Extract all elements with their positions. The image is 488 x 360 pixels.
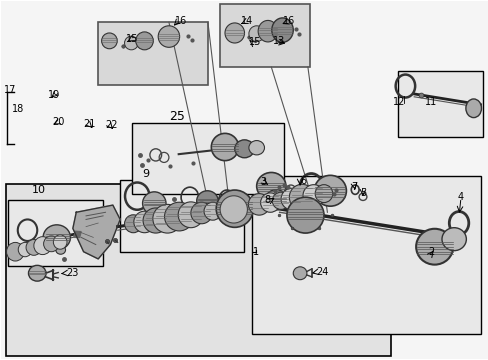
Text: 24: 24 — [316, 267, 328, 277]
Ellipse shape — [272, 192, 289, 210]
Ellipse shape — [143, 208, 168, 233]
Ellipse shape — [216, 190, 253, 227]
Text: 20: 20 — [52, 117, 64, 127]
Ellipse shape — [153, 204, 182, 233]
Ellipse shape — [124, 36, 138, 50]
Text: 6: 6 — [300, 176, 306, 186]
Ellipse shape — [26, 239, 41, 255]
Text: 23: 23 — [66, 268, 79, 278]
Ellipse shape — [258, 21, 277, 42]
Polygon shape — [73, 205, 120, 259]
Ellipse shape — [260, 193, 280, 212]
Text: 10: 10 — [32, 185, 46, 195]
Ellipse shape — [211, 134, 238, 161]
Text: 16: 16 — [175, 17, 187, 27]
Ellipse shape — [28, 265, 46, 281]
Ellipse shape — [43, 225, 70, 250]
Ellipse shape — [124, 215, 142, 233]
Ellipse shape — [164, 202, 193, 231]
Ellipse shape — [248, 194, 269, 215]
Text: 5: 5 — [359, 188, 366, 198]
Text: 15: 15 — [248, 37, 261, 47]
Text: 15: 15 — [126, 35, 138, 44]
Bar — [132, 123, 283, 194]
Bar — [220, 4, 310, 67]
Ellipse shape — [53, 235, 67, 249]
Ellipse shape — [196, 191, 218, 211]
Bar — [120, 180, 244, 252]
Ellipse shape — [34, 237, 51, 255]
Ellipse shape — [415, 229, 452, 265]
Text: 3: 3 — [260, 177, 265, 187]
Ellipse shape — [234, 140, 254, 158]
Ellipse shape — [18, 242, 32, 257]
Ellipse shape — [289, 184, 314, 210]
Ellipse shape — [6, 242, 24, 261]
Text: 14: 14 — [241, 17, 253, 27]
Polygon shape — [74, 231, 81, 237]
Ellipse shape — [286, 197, 324, 233]
Text: 8: 8 — [264, 195, 270, 205]
Text: 2: 2 — [428, 247, 434, 257]
Ellipse shape — [248, 26, 264, 41]
Ellipse shape — [465, 99, 481, 118]
Text: 25: 25 — [169, 111, 185, 123]
Ellipse shape — [265, 190, 286, 210]
Ellipse shape — [314, 175, 346, 206]
Text: 4: 4 — [457, 192, 463, 202]
Text: 12: 12 — [392, 97, 405, 107]
Text: 18: 18 — [12, 104, 24, 114]
Ellipse shape — [56, 246, 65, 254]
Ellipse shape — [248, 140, 264, 155]
Ellipse shape — [441, 228, 466, 251]
Ellipse shape — [281, 188, 302, 210]
Text: 19: 19 — [48, 90, 61, 100]
Ellipse shape — [220, 196, 247, 223]
Text: 13: 13 — [272, 36, 284, 46]
Ellipse shape — [256, 172, 285, 200]
Text: 22: 22 — [105, 121, 118, 130]
Ellipse shape — [271, 18, 293, 42]
Ellipse shape — [102, 33, 117, 49]
Text: 9: 9 — [142, 169, 149, 179]
Ellipse shape — [293, 267, 306, 280]
Ellipse shape — [315, 185, 332, 203]
Ellipse shape — [190, 202, 212, 224]
Text: 11: 11 — [424, 97, 436, 107]
Ellipse shape — [224, 23, 244, 43]
Text: 1: 1 — [253, 247, 259, 257]
Text: 17: 17 — [4, 85, 17, 95]
Bar — [5, 184, 390, 356]
Ellipse shape — [142, 192, 165, 215]
Bar — [251, 176, 480, 334]
Bar — [397, 71, 483, 137]
Text: 16: 16 — [283, 17, 295, 27]
Ellipse shape — [303, 185, 324, 206]
Text: 21: 21 — [83, 120, 96, 129]
Ellipse shape — [203, 202, 221, 220]
Bar — [8, 200, 103, 266]
Ellipse shape — [134, 211, 155, 233]
Polygon shape — [236, 195, 244, 202]
Ellipse shape — [136, 32, 153, 50]
Ellipse shape — [158, 26, 179, 47]
Text: 7: 7 — [351, 182, 357, 192]
Ellipse shape — [178, 202, 203, 228]
Ellipse shape — [43, 236, 59, 252]
Bar — [98, 22, 207, 85]
